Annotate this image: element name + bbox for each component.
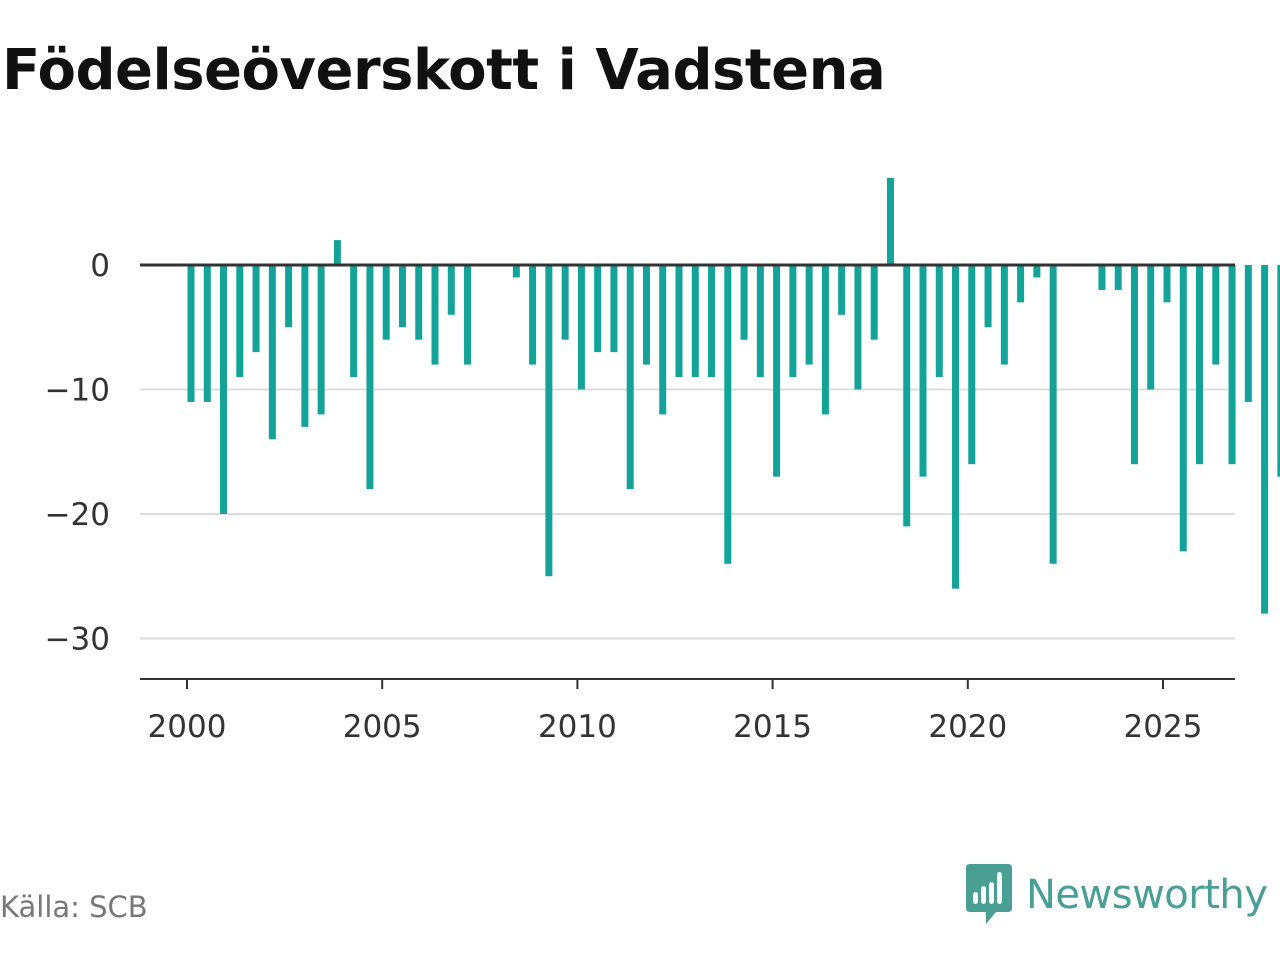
bar [1147,265,1155,390]
bar [854,265,862,390]
bar [529,265,537,365]
bar [268,265,276,440]
bar [1163,265,1171,303]
bar [968,265,976,465]
bar [1130,265,1138,465]
bar [301,265,309,427]
bar [236,265,244,378]
bar [1017,265,1025,303]
bar [886,177,894,265]
bar [821,265,829,415]
bar [805,265,813,365]
x-tick-label: 2005 [343,709,422,745]
bar [756,265,764,378]
bar [561,265,569,340]
bar [431,265,439,365]
bar-chart: 0 −10 −20 −30 2000 2005 2010 2015 2020 2025 [45,177,1280,745]
bar [398,265,406,328]
y-axis-labels: 0 −10 −20 −30 [45,248,110,658]
bar [1033,265,1041,278]
bar [1228,265,1236,465]
y-tick-label: −20 [45,497,110,533]
bar [366,265,374,490]
bar [220,265,228,514]
bar [1114,265,1122,290]
bar [610,265,618,353]
bar [252,265,260,353]
bar [1179,265,1187,552]
bar [659,265,667,415]
bar [382,265,390,340]
bar [1196,265,1204,465]
bar [724,265,732,564]
bar [545,265,553,577]
bar [870,265,878,340]
bar [285,265,293,328]
y-tick-label: −10 [45,373,110,409]
bar [415,265,423,340]
bar [1000,265,1008,365]
chart-bubble-icon [966,864,1012,924]
x-tick-label: 2025 [1124,709,1203,745]
bar [773,265,781,477]
source-note: Källa: SCB [0,890,148,924]
y-tick-label: 0 [90,248,110,284]
bar [187,265,195,402]
bar [317,265,325,415]
bar [984,265,992,328]
bar [642,265,650,365]
bar [1261,265,1269,614]
bar [447,265,455,315]
y-tick-label: −30 [45,622,110,658]
bar [350,265,358,378]
x-tick-label: 2000 [148,709,227,745]
bar [952,265,960,589]
bar [512,265,520,278]
bar [675,265,683,378]
bar [1277,265,1280,477]
bar [1098,265,1106,290]
chart-title: Födelseöverskott i Vadstena [2,38,886,103]
bar [594,265,602,353]
brand-name: Newsworthy [1026,872,1268,918]
bar [1244,265,1252,402]
bar [1049,265,1057,564]
bar [626,265,634,490]
bar [691,265,699,378]
bar [708,265,716,378]
x-axis: 2000 2005 2010 2015 2020 2025 [140,678,1235,745]
bar [838,265,846,315]
bars [187,177,1280,614]
bar [789,265,797,378]
bar [919,265,927,477]
x-tick-label: 2015 [733,709,812,745]
bar [203,265,211,402]
bar [903,265,911,527]
bar [577,265,585,390]
bar [740,265,748,340]
bar [333,240,341,265]
bar [464,265,472,365]
bar [935,265,943,378]
x-tick-label: 2010 [538,709,617,745]
brand-logo: Newsworthy [964,864,1268,926]
bar [1212,265,1220,365]
x-tick-label: 2020 [928,709,1007,745]
